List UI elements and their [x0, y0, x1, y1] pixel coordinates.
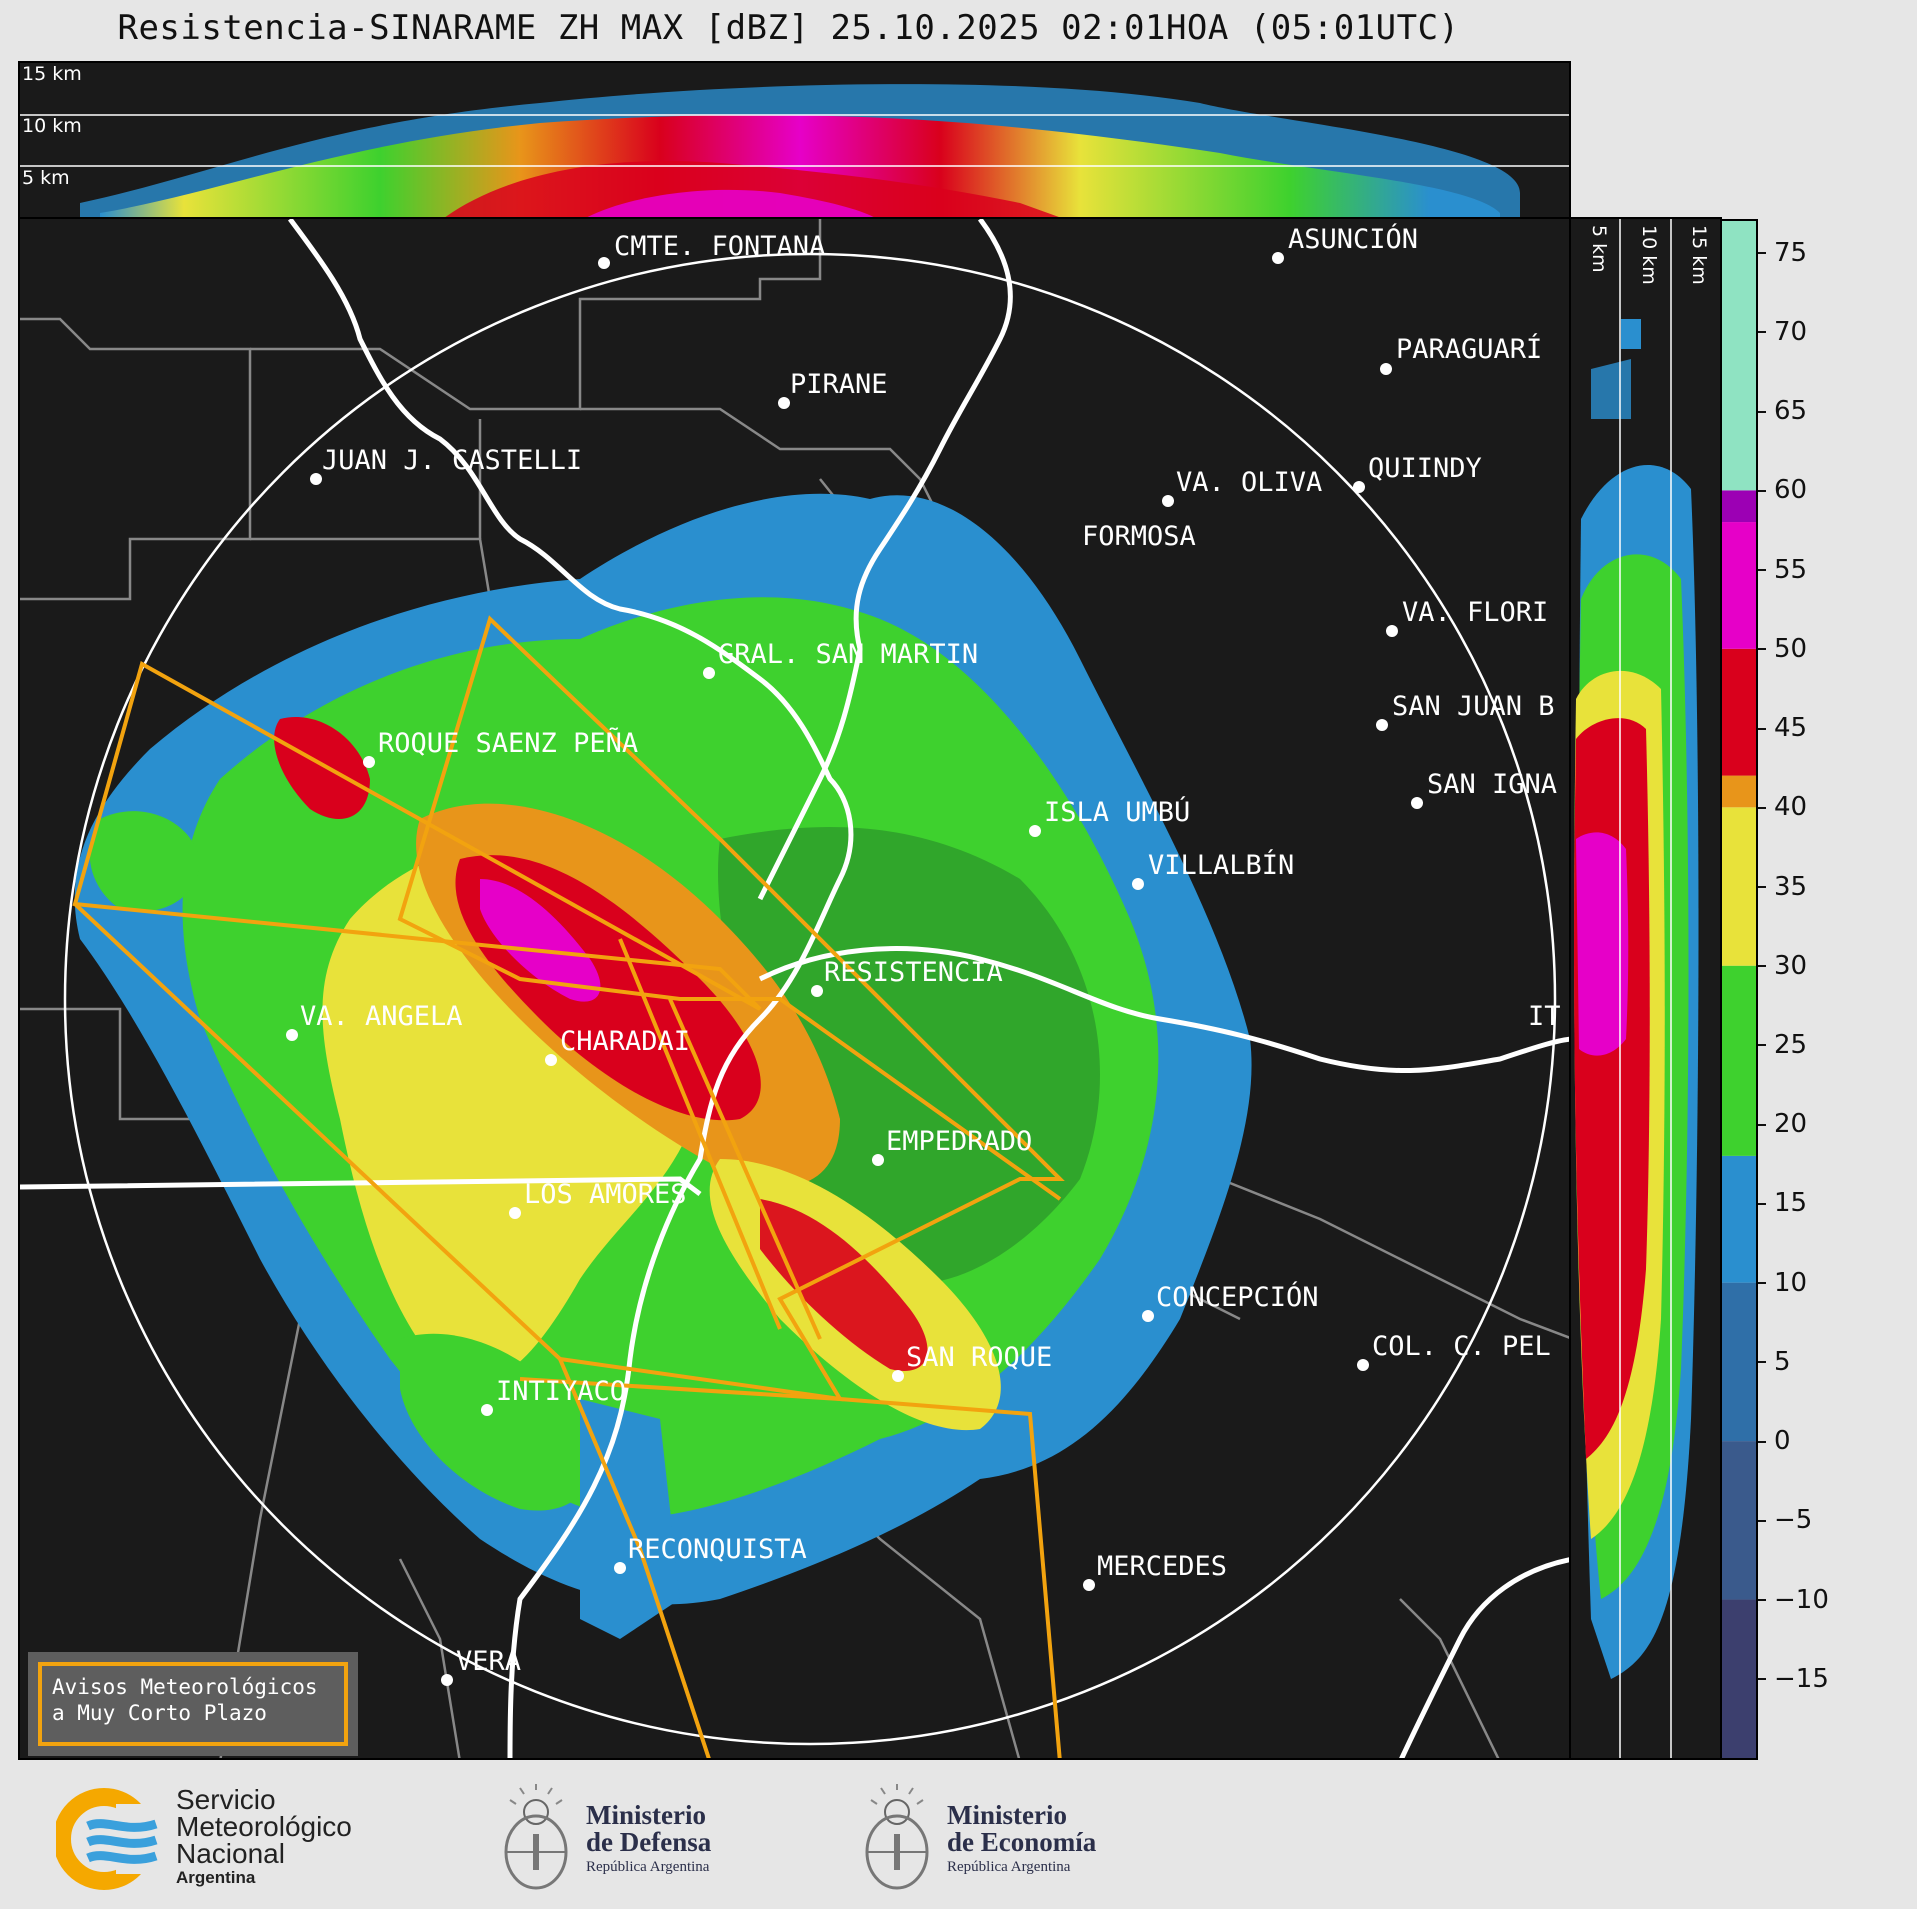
- smn-logo: Servicio Meteorológico Nacional Argentin…: [56, 1784, 396, 1894]
- city-label: PIRANE: [790, 369, 888, 400]
- city-label: SAN IGNA: [1427, 769, 1557, 800]
- economia-line2: de Economía: [947, 1827, 1097, 1857]
- colorbar-segment: [1722, 1441, 1756, 1600]
- chart-title: Resistencia-SINARAME ZH MAX [dBZ] 25.10.…: [117, 8, 1460, 48]
- colorbar-segment: [1722, 522, 1756, 649]
- colorbar: [1720, 219, 1758, 1760]
- coat-of-arms-icon: [865, 1784, 929, 1890]
- top-cross-section: 15 km 10 km 5 km: [18, 61, 1571, 219]
- colorbar-tick-label: 55: [1758, 555, 1807, 585]
- city-label: VILLALBÍN: [1148, 849, 1294, 881]
- colorbar-segment: [1722, 1155, 1756, 1283]
- colorbar-tick-label: −5: [1758, 1505, 1812, 1535]
- colorbar-segment: [1722, 1282, 1756, 1442]
- city-label: ASUNCIÓN: [1288, 223, 1418, 255]
- colorbar-tick-label: 35: [1758, 872, 1807, 902]
- top-height-label-5: 5 km: [22, 167, 70, 189]
- city-label: PARAGUARÍ: [1396, 333, 1542, 365]
- city-label: VA. ANGELA: [300, 1001, 463, 1032]
- colorbar-tick-label: 5: [1758, 1347, 1791, 1377]
- colorbar-segment: [1722, 648, 1756, 776]
- top-height-label-15: 15 km: [22, 63, 82, 85]
- colorbar-svg: [1722, 221, 1756, 1758]
- city-label: EMPEDRADO: [886, 1126, 1032, 1157]
- warning-legend-line2: a Muy Corto Plazo: [52, 1701, 267, 1725]
- smn-logo-icon: [56, 1788, 166, 1890]
- city-label: RESISTENCIA: [824, 957, 1003, 988]
- colorbar-segment: [1722, 807, 1756, 966]
- colorbar-tick-label: 25: [1758, 1030, 1807, 1060]
- colorbar-tick-label: 0: [1758, 1426, 1791, 1456]
- smn-line3: Nacional: [176, 1838, 285, 1869]
- smn-line4: Argentina: [176, 1868, 256, 1887]
- right-height-label-15: 15 km: [1688, 225, 1710, 285]
- reflectivity-echoes: [74, 493, 1252, 1639]
- city-label: ROQUE SAENZ PEÑA: [378, 727, 638, 759]
- colorbar-tick-label: 75: [1758, 238, 1807, 268]
- city-label: INTIYACO: [496, 1376, 626, 1407]
- footer: Servicio Meteorológico Nacional Argentin…: [0, 1760, 1917, 1909]
- colorbar-tick-label: 15: [1758, 1188, 1807, 1218]
- radar-map[interactable]: CMTE. FONTANA ASUNCIÓN PARAGUARÍ PIRANE …: [18, 217, 1571, 1760]
- ministerio-defensa-logo: Ministerio de Defensa República Argentin…: [496, 1782, 711, 1902]
- colorbar-tick-label: 50: [1758, 634, 1807, 664]
- city-label: VA. FLORI: [1402, 597, 1548, 628]
- city-label: SAN ROQUE: [906, 1342, 1052, 1373]
- rivers: [20, 219, 1569, 1758]
- city-label: FORMOSA: [1082, 521, 1196, 552]
- colorbar-tick-label: 70: [1758, 317, 1807, 347]
- city-label: ISLA UMBÚ: [1044, 796, 1190, 828]
- city-label: CMTE. FONTANA: [614, 231, 825, 262]
- colorbar-tick-label: 45: [1758, 713, 1807, 743]
- top-height-label-10: 10 km: [22, 115, 82, 137]
- defensa-line2: de Defensa: [586, 1827, 712, 1857]
- colorbar-tick-label: −15: [1758, 1664, 1829, 1694]
- city-label: CONCEPCIÓN: [1156, 1281, 1319, 1313]
- city-label: LOS AMORES: [524, 1179, 687, 1210]
- defensa-line3: República Argentina: [586, 1859, 710, 1875]
- colorbar-ticks: 75 70 65 60 55 50 45 40 35 30 25 20 15 10 5 0 −5 −10 −15: [1758, 219, 1908, 1760]
- defensa-line1: Ministerio: [586, 1800, 706, 1830]
- city-label: RECONQUISTA: [628, 1534, 807, 1565]
- right-height-label-10: 10 km: [1638, 225, 1660, 285]
- colorbar-tick-label: 60: [1758, 475, 1807, 505]
- economia-line3: República Argentina: [947, 1859, 1071, 1875]
- city-label: GRAL. SAN MARTIN: [718, 639, 978, 670]
- city-markers: [286, 252, 1423, 1686]
- right-cross-section: 5 km 10 km 15 km: [1569, 217, 1722, 1760]
- colorbar-segment: [1722, 1599, 1756, 1758]
- city-labels: CMTE. FONTANA ASUNCIÓN PARAGUARÍ PIRANE …: [300, 223, 1561, 1677]
- warning-polygons[interactable]: [72, 615, 1065, 1760]
- right-height-label-5: 5 km: [1588, 225, 1610, 273]
- smn-line1: Servicio: [176, 1784, 276, 1815]
- city-label: SAN JUAN B: [1392, 691, 1555, 722]
- range-ring: [63, 252, 1557, 1746]
- colorbar-tick-label: 20: [1758, 1109, 1807, 1139]
- city-label: IT: [1528, 1001, 1561, 1032]
- warning-legend-line1: Avisos Meteorológicos: [52, 1675, 318, 1699]
- city-label: JUAN J. CASTELLI: [322, 445, 582, 476]
- colorbar-tick-label: 40: [1758, 792, 1807, 822]
- radar-map-svg: CMTE. FONTANA ASUNCIÓN PARAGUARÍ PIRANE …: [20, 219, 1569, 1760]
- coat-of-arms-icon: [504, 1784, 568, 1890]
- economia-line1: Ministerio: [947, 1800, 1067, 1830]
- city-label: QUIINDY: [1368, 453, 1482, 484]
- colorbar-segment: [1722, 221, 1756, 491]
- city-label: MERCEDES: [1097, 1551, 1227, 1582]
- colorbar-segment: [1722, 965, 1756, 1156]
- colorbar-tick-label: 65: [1758, 396, 1807, 426]
- colorbar-segment: [1722, 775, 1756, 808]
- warning-legend-box: Avisos Meteorológicos a Muy Corto Plazo: [28, 1652, 358, 1756]
- colorbar-tick-label: 10: [1758, 1268, 1807, 1298]
- colorbar-tick-label: 30: [1758, 951, 1807, 981]
- city-label: VERA: [456, 1646, 521, 1677]
- colorbar-segment: [1722, 490, 1756, 523]
- smn-line2: Meteorológico: [176, 1811, 352, 1842]
- city-label: CHARADAI: [560, 1026, 690, 1057]
- city-label: VA. OLIVA: [1176, 467, 1322, 498]
- colorbar-tick-label: −10: [1758, 1585, 1829, 1615]
- city-label: COL. C. PEL: [1372, 1331, 1551, 1362]
- ministerio-economia-logo: Ministerio de Economía República Argenti…: [857, 1782, 1096, 1902]
